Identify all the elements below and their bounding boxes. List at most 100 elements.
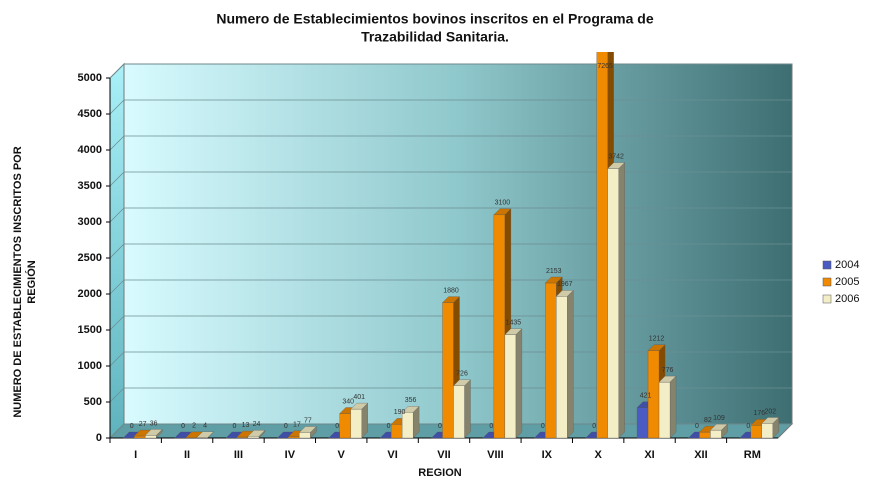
- legend-label: 2004: [835, 259, 859, 271]
- bar-top: [658, 375, 677, 383]
- bar: [710, 423, 728, 439]
- value-label: 0: [284, 423, 288, 430]
- bar-top: [647, 344, 666, 351]
- value-label: 2153: [546, 268, 562, 275]
- x-tick-label: XI: [644, 449, 654, 461]
- bar: [401, 406, 420, 439]
- y-tick-label: 1000: [78, 360, 102, 372]
- bar-top: [607, 162, 626, 169]
- value-label: 0: [387, 423, 391, 430]
- value-label: 2: [192, 423, 196, 430]
- bar-front: [145, 435, 157, 439]
- bar-top: [247, 430, 266, 437]
- y-tick-label: 4000: [78, 144, 102, 156]
- bar-top: [710, 424, 728, 431]
- bar-front: [339, 413, 351, 439]
- value-label: 0: [438, 423, 442, 430]
- bar: [350, 402, 369, 439]
- bar-side: [515, 328, 523, 439]
- bar-top: [196, 431, 214, 438]
- grid-line: [109, 63, 792, 79]
- bar: [196, 431, 214, 439]
- bar-top: [761, 417, 780, 424]
- y-tick-label: 2500: [78, 252, 102, 264]
- y-axis-title: REGIÓN: [25, 260, 38, 303]
- value-label: 7265: [597, 63, 613, 70]
- bar-front: [504, 334, 517, 439]
- bar-front: [299, 432, 311, 439]
- y-tick-label: 0: [96, 432, 102, 444]
- bar-side: [567, 290, 574, 439]
- bar-side: [669, 375, 677, 439]
- x-tick-label: IX: [542, 449, 553, 461]
- bar-front: [390, 424, 403, 439]
- bar-front: [556, 296, 568, 439]
- grid-line: [109, 207, 792, 223]
- bar-front: [401, 412, 414, 439]
- bars: [122, 52, 780, 439]
- grid-line: [109, 135, 792, 151]
- value-label: 0: [130, 423, 134, 430]
- value-label: 0: [335, 423, 339, 430]
- grid-line: [109, 99, 792, 115]
- value-label: 421: [640, 393, 652, 400]
- value-label: 0: [746, 423, 750, 430]
- value-label: 0: [233, 423, 237, 430]
- bar: [555, 290, 574, 439]
- bar-front: [453, 385, 465, 439]
- bar-top: [493, 208, 512, 215]
- value-label: 4: [203, 423, 207, 430]
- x-tick-label: VII: [437, 449, 450, 461]
- bar-front: [247, 436, 260, 439]
- x-tick-label: X: [594, 449, 602, 461]
- value-label: 13: [242, 422, 250, 429]
- x-tick-label: III: [234, 449, 243, 461]
- value-label: 3742: [608, 153, 624, 160]
- legend-swatch: [822, 277, 832, 287]
- value-label: 0: [541, 423, 545, 430]
- bar-side: [618, 162, 625, 439]
- bar-front: [636, 407, 649, 439]
- value-label: 0: [592, 423, 596, 430]
- value-label: 27: [139, 421, 147, 428]
- bar-front: [750, 425, 762, 439]
- value-label: 82: [704, 417, 712, 424]
- value-label: 176: [753, 410, 765, 417]
- y-tick-label: 3500: [78, 180, 102, 192]
- bar-top: [555, 290, 574, 297]
- value-label: 776: [662, 367, 674, 374]
- value-label: 202: [764, 408, 776, 415]
- bar: [144, 429, 163, 439]
- y-tick-label: 500: [84, 396, 102, 408]
- value-label: 3100: [495, 200, 511, 207]
- bar-front: [442, 302, 454, 439]
- value-label: 726: [456, 371, 468, 378]
- bar-front: [134, 435, 146, 439]
- chart-title: Numero de Establecimientos bovinos inscr…: [216, 11, 653, 27]
- bar-front: [545, 282, 557, 439]
- bar-front: [761, 423, 773, 439]
- bar-top: [401, 406, 420, 413]
- bar-top: [544, 276, 563, 284]
- value-label: 1212: [649, 336, 665, 343]
- bar-top: [144, 429, 163, 436]
- bar-front: [699, 431, 711, 439]
- bar-top: [350, 402, 369, 410]
- x-tick-label: VIII: [487, 449, 504, 461]
- value-label: 36: [150, 420, 158, 427]
- legend-swatch: [822, 260, 832, 270]
- grid-line: [109, 279, 792, 295]
- bar: [247, 429, 266, 439]
- bar: [658, 375, 677, 439]
- grid-line: [109, 243, 792, 259]
- x-tick-label: I: [134, 449, 137, 461]
- bar-front: [288, 436, 300, 439]
- bar-front: [493, 214, 506, 439]
- x-tick-label: V: [338, 449, 346, 461]
- x-tick-label: VI: [387, 449, 397, 461]
- y-tick-label: 4500: [78, 108, 102, 120]
- value-label: 401: [353, 394, 365, 401]
- legend-label: 2005: [835, 276, 859, 288]
- grid-line: [109, 171, 792, 187]
- y-tick-label: 5000: [78, 72, 102, 84]
